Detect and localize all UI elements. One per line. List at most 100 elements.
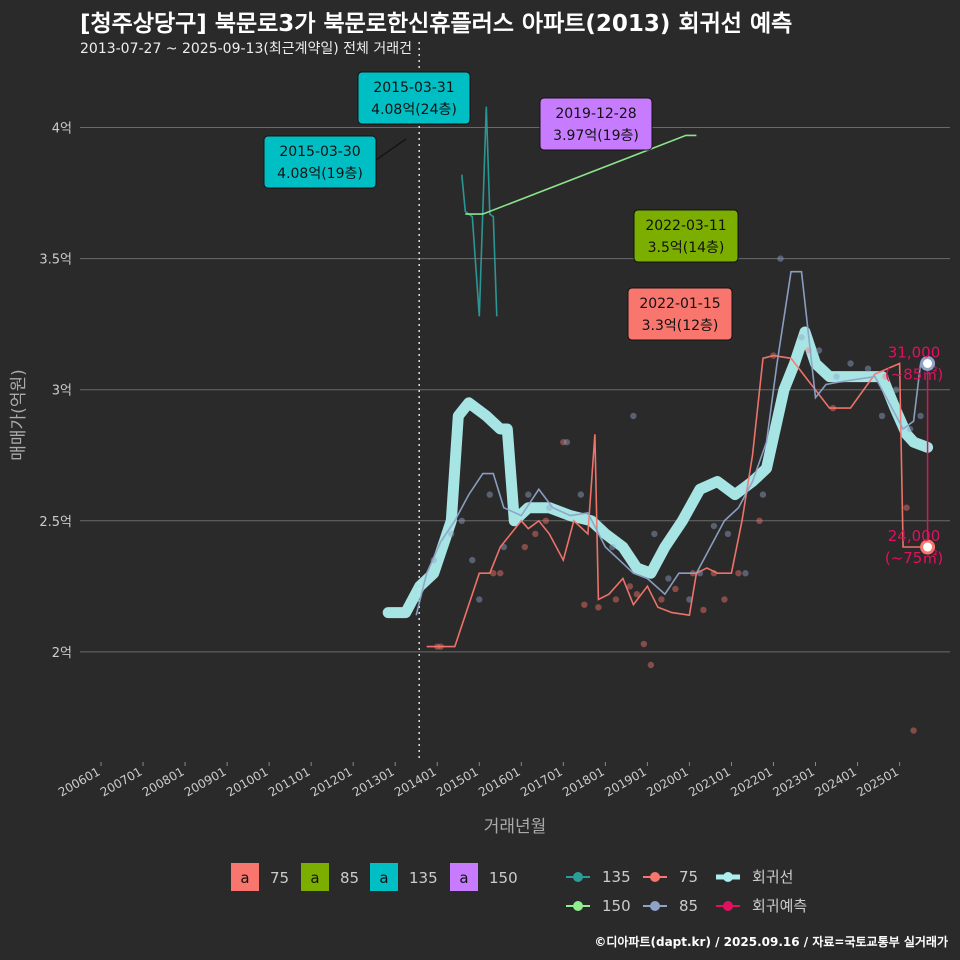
series-line-85 [415,270,922,616]
data-point-s85 [448,530,455,538]
legend-area-label: 150 [489,869,518,887]
data-point-s75 [626,583,634,590]
y-tick-label: 3억 [52,384,72,399]
x-tick-label: 201701 [518,764,565,799]
source-credit: ©디아파트(dapt.kr) / 2025.09.16 / 자료=국토교통부 실… [594,935,948,949]
legend-area-key [370,863,398,891]
series-line-135 [461,106,498,317]
x-tick-label: 201001 [224,764,271,799]
legend-series-label: 135 [602,868,631,886]
data-point-s85 [777,255,784,262]
data-point-s75 [560,438,567,446]
x-tick-label: 201801 [560,764,607,799]
data-point-s75 [700,606,707,614]
x-tick-label: 200701 [98,764,145,799]
data-point-s75 [658,596,665,603]
data-point-s75 [903,504,910,511]
x-tick-label: 201201 [308,764,355,799]
x-tick-label: 200801 [140,764,187,799]
legend-area-glyph: a [459,869,468,887]
x-tick-label: 201601 [476,764,523,799]
data-point-s85 [847,360,854,367]
x-tick-label: 201401 [392,764,439,799]
data-point-s85 [563,438,571,446]
legend-area-glyph: a [240,869,249,887]
x-tick-label: 202501 [854,764,901,799]
data-point-s75 [521,543,529,551]
data-point-s75 [595,604,602,611]
data-point-s85 [609,543,616,551]
legend-area-key [231,863,259,891]
data-point-s85 [710,522,718,530]
callout-leader [375,138,407,161]
chart-subtitle: 2013-07-27 ~ 2025-09-13(최근계약일) 전체 거래건 [80,41,412,57]
legend-area-glyph: a [310,869,319,887]
prediction-value-label: 31,000 [888,343,941,361]
data-point-s85 [458,517,465,525]
data-point-s85 [833,373,840,380]
data-point-s75 [672,585,679,593]
data-point-s85 [815,347,823,354]
x-tick-label: 200601 [56,764,103,799]
callout-price: 3.5억(14층) [648,240,725,256]
y-axis-title: 매매가(억원) [9,369,29,460]
data-point-s85 [469,556,476,564]
x-tick-label: 202401 [812,764,859,799]
prediction-marker [920,355,936,371]
legend-series-marker [723,901,733,911]
data-point-s85 [476,596,483,603]
data-point-s85 [486,491,493,498]
legend-area-glyph: a [379,869,388,887]
callout-date: 2022-01-15 [639,296,720,312]
legend-series-marker [650,872,660,882]
legend-area-label: 135 [409,869,438,887]
data-point-s75 [497,570,504,577]
data-point-s75 [612,596,620,603]
series-line-75 [426,354,925,648]
data-point-s85 [906,425,914,433]
legend-series-label: 150 [602,897,631,915]
data-point-s85 [864,365,872,372]
data-point-s85 [525,491,532,498]
data-point-s75 [581,601,588,608]
x-tick-label: 201101 [266,764,313,799]
data-point-s85 [665,575,672,582]
data-point-s85 [651,530,658,538]
x-tick-label: 201901 [602,764,649,799]
data-point-s75 [647,661,655,669]
data-point-s85 [630,412,637,420]
callout-price: 3.3억(12층) [642,318,719,334]
prediction-value-label: 24,000 [888,527,941,545]
data-point-s85 [917,412,924,420]
x-tick-label: 201501 [434,764,481,799]
legend-series-label: 회귀선 [752,868,793,886]
callout-box [539,97,653,151]
x-tick-label: 202201 [728,764,775,799]
callout-date: 2019-12-28 [555,106,636,122]
callout-date: 2022-03-11 [645,218,726,234]
data-point-s75 [721,596,728,603]
callout-box [357,71,471,125]
data-point-s75 [490,570,497,577]
data-point-s85 [892,386,900,393]
y-tick-label: 2억 [52,646,72,661]
legend-series-marker [650,901,660,911]
series-regression-line [382,326,934,619]
legend-series-label: 회귀예측 [752,897,807,915]
x-axis-title: 거래년월 [484,817,547,837]
data-point-s75 [640,640,648,648]
x-tick-label: 201301 [350,764,397,799]
callout-price: 3.97억(19층) [553,128,639,144]
prediction-area-label: (~75㎡) [885,549,943,567]
x-tick-label: 202001 [644,764,691,799]
data-point-s85 [878,412,886,420]
series-line-150 [465,134,697,215]
data-point-s75 [882,373,889,380]
data-point-s85 [742,570,749,577]
data-point-s75 [633,591,641,598]
legend-area-key [450,863,478,891]
data-point-s75 [735,570,742,577]
legend-area-key [301,863,329,891]
legend-series-marker [573,872,583,882]
